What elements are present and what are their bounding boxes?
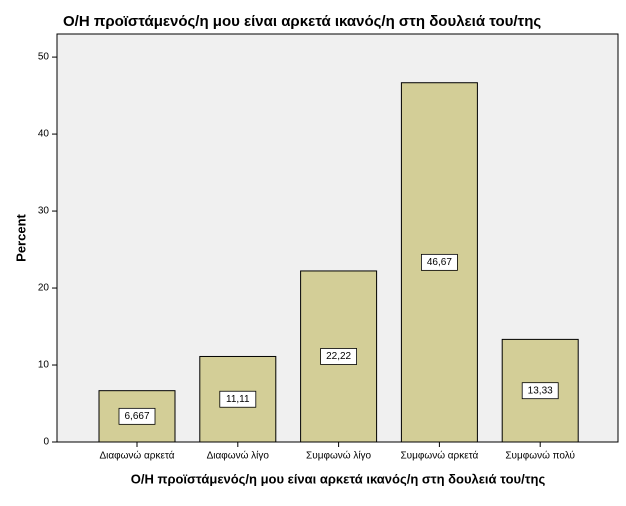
data-label-box	[521, 382, 559, 400]
x-tick-label: Διαφωνώ αρκετά	[99, 450, 174, 462]
data-label-box	[118, 407, 156, 425]
x-tick-label: Διαφωνώ λίγο	[207, 450, 270, 462]
data-label: 22,22	[326, 351, 351, 362]
x-axis-label: Ο/Η προϊστάμενός/η μου είναι αρκετά ικαν…	[131, 471, 546, 486]
x-tick-label: Συμφωνώ λίγο	[306, 450, 372, 462]
y-tick-label: 10	[38, 360, 50, 371]
y-tick-label: 30	[38, 206, 50, 217]
x-tick-label: Συμφωνώ αρκετά	[400, 450, 478, 462]
y-tick-label: 40	[38, 129, 50, 140]
data-label-box	[320, 348, 358, 365]
data-label: 13,33	[528, 385, 553, 396]
data-label-box	[420, 253, 458, 271]
data-label: 6,667	[124, 411, 149, 422]
data-label-box	[219, 390, 257, 408]
y-axis-label: Percent	[13, 213, 28, 261]
data-label: 46,67	[427, 257, 452, 268]
y-tick-label: 0	[43, 437, 49, 448]
chart-title: Ο/Η προϊστάμενός/η μου είναι αρκετά ικαν…	[63, 13, 541, 30]
x-tick-label: Συμφωνώ πολύ	[505, 450, 575, 462]
y-tick-label: 20	[38, 283, 50, 294]
data-label: 11,11	[226, 394, 250, 405]
y-tick-label: 50	[38, 52, 50, 63]
